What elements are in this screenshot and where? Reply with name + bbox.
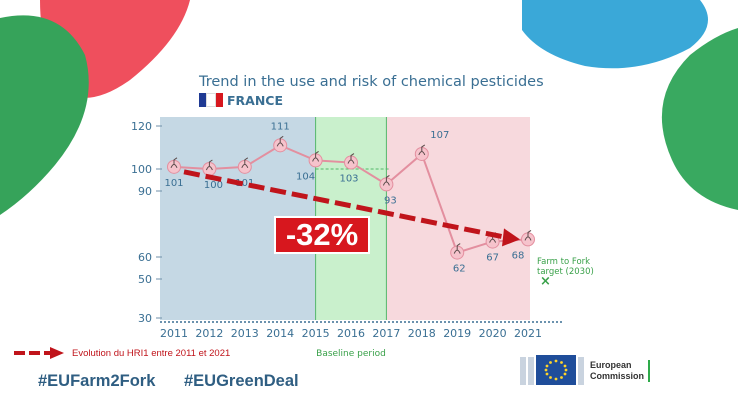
target-label-line1: Farm to Fork bbox=[537, 257, 590, 267]
flag-stripe-white bbox=[206, 93, 216, 107]
y-tick-label-5: 120 bbox=[131, 120, 152, 133]
x-tick-label-4: 2015 bbox=[302, 327, 330, 340]
y-tick-label-3: 90 bbox=[138, 185, 152, 198]
target-marker: × bbox=[540, 274, 551, 289]
x-tick-label-3: 2014 bbox=[266, 327, 294, 340]
flag-stripe-red bbox=[215, 93, 223, 107]
sprout-icon-1 bbox=[205, 159, 213, 171]
x-tick-label-7: 2018 bbox=[408, 327, 436, 340]
x-tick-label-8: 2019 bbox=[443, 327, 471, 340]
chart-title: Trend in the use and risk of chemical pe… bbox=[199, 74, 544, 90]
commission-line2: Commission bbox=[590, 371, 645, 381]
x-tick-label-6: 2017 bbox=[372, 327, 400, 340]
blue-leaf-top-right bbox=[522, 0, 708, 69]
x-tick-label-10: 2021 bbox=[514, 327, 542, 340]
trend-legend: Evolution du HRI1 entre 2011 et 2021 bbox=[12, 346, 230, 360]
y-tick-label-2: 60 bbox=[138, 251, 152, 264]
data-label-6: 93 bbox=[384, 195, 397, 206]
sprout-icon-4 bbox=[312, 150, 320, 162]
country-name: FRANCE bbox=[227, 92, 284, 108]
sprout-icon-6 bbox=[382, 174, 390, 186]
dashed-arrow-icon bbox=[14, 347, 64, 359]
x-tick-label-1: 2012 bbox=[195, 327, 223, 340]
commission-line1: European bbox=[590, 360, 632, 370]
sprout-icon-7 bbox=[418, 144, 426, 156]
hashtag-greendeal[interactable]: #EUGreenDeal bbox=[183, 372, 299, 390]
data-label-8: 62 bbox=[453, 264, 466, 275]
data-label-4: 104 bbox=[296, 171, 315, 182]
data-label-10: 68 bbox=[512, 250, 525, 261]
sprout-icon-0 bbox=[170, 157, 178, 169]
target-label-line2: target (2030) bbox=[537, 267, 594, 277]
change-badge: -32% bbox=[274, 216, 370, 254]
trend-arrow-shaft bbox=[183, 169, 507, 240]
y-tick-label-0: 30 bbox=[138, 312, 152, 325]
sprout-icon-10 bbox=[524, 229, 532, 241]
y-tick-label-4: 100 bbox=[131, 163, 152, 176]
x-tick-label-5: 2016 bbox=[337, 327, 365, 340]
green-leaf-right bbox=[661, 28, 738, 210]
sprout-icon-2 bbox=[241, 157, 249, 169]
trend-arrow-head bbox=[502, 228, 520, 247]
sprout-icon-5 bbox=[347, 153, 355, 164]
country-label: FRANCE bbox=[199, 92, 283, 108]
sprout-icon-8 bbox=[453, 243, 461, 254]
green-leaf-left bbox=[0, 15, 89, 216]
period-label-1: Baseline period bbox=[316, 349, 386, 359]
data-label-5: 103 bbox=[339, 174, 358, 185]
data-label-0: 101 bbox=[164, 178, 183, 189]
commission-wordmark: European Commission bbox=[590, 360, 651, 382]
sprout-icon-3 bbox=[276, 135, 284, 147]
x-tick-label-0: 2011 bbox=[160, 327, 188, 340]
x-tick-label-9: 2020 bbox=[479, 327, 507, 340]
data-label-7: 107 bbox=[430, 130, 449, 141]
european-commission-logo: European Commission bbox=[520, 352, 654, 390]
data-label-1: 100 bbox=[204, 180, 223, 191]
data-label-2: 101 bbox=[235, 178, 254, 189]
data-label-3: 111 bbox=[271, 121, 290, 132]
data-label-9: 67 bbox=[486, 253, 499, 264]
x-tick-label-2: 2013 bbox=[231, 327, 259, 340]
hashtag-farm2fork[interactable]: #EUFarm2Fork bbox=[38, 372, 156, 390]
trend-legend-label: Evolution du HRI1 entre 2011 et 2021 bbox=[72, 347, 231, 359]
hashtags: #EUFarm2Fork #EUGreenDeal bbox=[38, 372, 323, 391]
france-flag-icon bbox=[199, 93, 223, 107]
y-tick-label-1: 50 bbox=[138, 273, 152, 286]
eu-flag-icon bbox=[520, 355, 584, 385]
flag-stripe-blue bbox=[199, 93, 207, 107]
